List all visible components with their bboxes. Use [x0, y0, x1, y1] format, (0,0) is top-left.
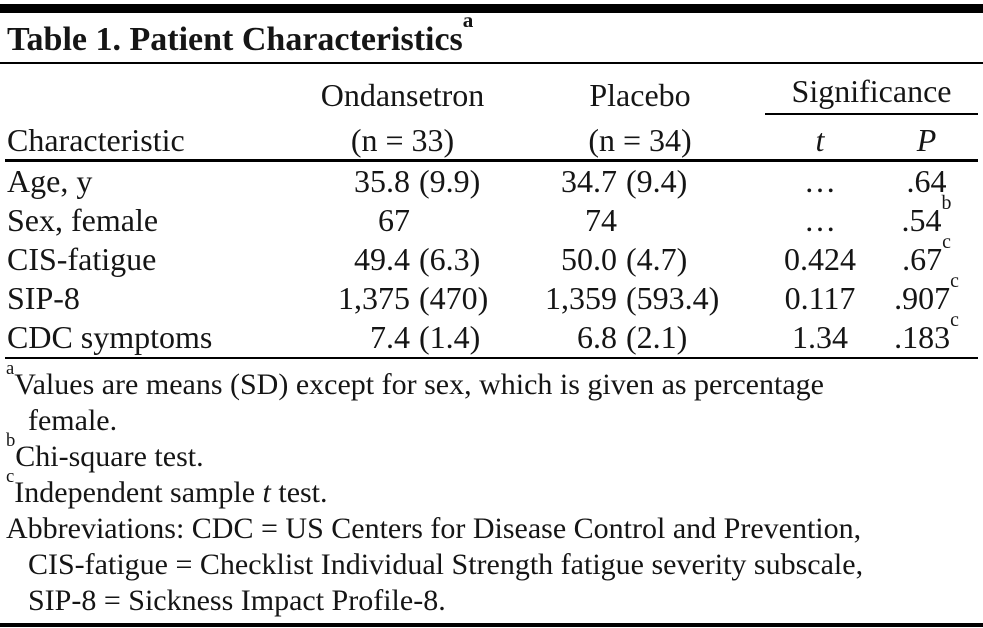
- t-value: …: [804, 202, 836, 238]
- table-row: Age, y 35.8 (9.9) 34.7 (9.4) … .64: [5, 161, 978, 202]
- footnote-abbreviations: Abbreviations: CDC = US Centers for Dise…: [6, 511, 977, 619]
- footnote-a: aValues are means (SD) except for sex, w…: [6, 359, 977, 439]
- mean-value: 34.7: [561, 163, 617, 199]
- footnote-marker: c: [6, 465, 15, 487]
- p-number: .64: [906, 163, 947, 199]
- mean-value: 35.8: [354, 163, 410, 199]
- footnote-italic-t: t: [262, 476, 271, 509]
- mean-value: 1,375: [338, 280, 410, 316]
- p-number: .907: [894, 280, 951, 316]
- ondansetron-value: 49.4 (6.3): [290, 240, 515, 279]
- column-header-significance: Significance: [765, 64, 978, 115]
- footnote-a-line2: female.: [6, 403, 977, 439]
- table-title-block: Table 1. Patient Characteristicsa: [0, 10, 983, 62]
- t-value: 1.34: [765, 318, 875, 359]
- mean-value: 6.8: [577, 319, 617, 355]
- column-header-ondansetron: Ondansetron: [320, 77, 485, 113]
- placebo-value: 1,359 (593.4): [515, 279, 765, 318]
- placebo-value: 6.8 (2.1): [515, 318, 765, 359]
- abbreviations-line2: CIS-fatigue = Checklist Individual Stren…: [28, 548, 864, 581]
- p-value: .54b: [875, 194, 978, 240]
- mean-value: 1,359: [545, 280, 617, 316]
- placebo-value: 74: [515, 201, 765, 240]
- column-header-p: P: [875, 114, 978, 162]
- characteristic-cell: Age, y: [7, 163, 93, 199]
- p-value: .64: [875, 161, 978, 202]
- mean-value: 67: [378, 202, 410, 238]
- p-number: .67: [902, 241, 943, 277]
- column-header-ondansetron-n: (n = 33): [290, 114, 515, 162]
- characteristic-cell: CDC symptoms: [5, 318, 290, 359]
- p-value: .67c: [875, 233, 978, 279]
- sd-value: (9.4): [626, 163, 688, 199]
- table-row: CIS-fatigue 49.4 (6.3) 50.0 (4.7) 0.424 .6…: [5, 233, 978, 279]
- footnote-text: Independent sample: [14, 476, 263, 509]
- sd-value: (2.1): [626, 319, 688, 355]
- footnote-text: Chi-square test.: [15, 440, 204, 473]
- t-value: 0.117: [784, 280, 856, 316]
- sd-value: (9.9): [419, 163, 481, 199]
- patient-characteristics-table: Ondansetron Placebo Significance Charact…: [5, 64, 978, 359]
- table-body: Age, y 35.8 (9.9) 34.7 (9.4) … .64 Sex, fe…: [5, 161, 978, 359]
- p-number: .183: [894, 319, 951, 355]
- title-rule: [0, 62, 983, 64]
- table-title: Table 1. Patient Characteristicsa: [7, 10, 473, 59]
- ondansetron-value: 7.4 (1.4): [290, 318, 515, 359]
- placebo-value: 50.0 (4.7): [515, 240, 765, 279]
- footnote-text: Values are means (SD) except for sex, wh…: [14, 368, 824, 401]
- mean-value: 7.4: [370, 319, 410, 355]
- footnote-b: bChi-square test.: [6, 431, 977, 475]
- ondansetron-value: 67: [290, 201, 515, 240]
- column-header-characteristic: Characteristic: [5, 114, 290, 162]
- mean-value: 49.4: [354, 241, 410, 277]
- sd-value: (6.3): [419, 241, 481, 277]
- abbreviations-line3: SIP-8 = Sickness Impact Profile-8.: [28, 584, 446, 617]
- table-header: Ondansetron Placebo Significance Charact…: [5, 64, 978, 162]
- ondansetron-value: 1,375 (470): [290, 279, 515, 318]
- characteristic-cell: SIP-8: [7, 280, 80, 316]
- table-row: Sex, female 67 74 … .54b: [5, 194, 978, 240]
- top-rule: [0, 4, 983, 13]
- characteristic-cell: Sex, female: [7, 202, 159, 238]
- footnotes: aValues are means (SD) except for sex, w…: [0, 359, 983, 619]
- sd-value: (1.4): [419, 319, 481, 355]
- sd-value: (470): [419, 280, 489, 316]
- mean-value: 74: [585, 202, 617, 238]
- sd-value: (4.7): [626, 241, 688, 277]
- sd-value: (593.4): [626, 280, 720, 316]
- table-title-text: Table 1. Patient Characteristics: [7, 21, 463, 58]
- abbreviations-line1: Abbreviations: CDC = US Centers for Dise…: [6, 512, 862, 545]
- t-value: 0.424: [784, 241, 856, 277]
- group-header-row: Ondansetron Placebo Significance: [5, 64, 978, 115]
- footnote-marker: b: [6, 429, 16, 451]
- footnote-a-line1: aValues are means (SD) except for sex, w…: [6, 359, 977, 403]
- p-superscript: b: [941, 192, 952, 215]
- ondansetron-value: 35.8 (9.9): [290, 161, 515, 202]
- placebo-value: 34.7 (9.4): [515, 161, 765, 202]
- column-header-placebo: Placebo: [589, 77, 691, 113]
- table-row: SIP-8 1,375 (470) 1,359 (593.4) 0.117 .907…: [5, 272, 978, 318]
- p-value: .907c: [875, 272, 978, 318]
- footnote-marker: a: [6, 357, 15, 379]
- empty-header-cell: [5, 64, 290, 114]
- footnote-text: test.: [270, 476, 328, 509]
- p-superscript: c: [950, 309, 959, 332]
- subheader-row: Characteristic (n = 33) (n = 34) t P: [5, 114, 978, 162]
- footnote-c: cIndependent sample t test.: [6, 467, 977, 511]
- p-number: .54: [901, 202, 942, 238]
- characteristic-cell: CIS-fatigue: [7, 241, 157, 277]
- column-header-t: t: [765, 114, 875, 162]
- p-superscript: c: [950, 270, 959, 293]
- footnote-text: female.: [28, 404, 118, 437]
- column-header-placebo-n: (n = 34): [515, 114, 765, 162]
- table-title-superscript: a: [462, 8, 474, 33]
- mean-value: 50.0: [561, 241, 617, 277]
- table-row: CDC symptoms 7.4 (1.4) 6.8 (2.1) 1.34 .183…: [5, 311, 978, 359]
- bottom-rule: [0, 623, 983, 627]
- p-value: .183c: [875, 311, 978, 359]
- t-value: …: [804, 163, 836, 199]
- p-superscript: c: [942, 231, 951, 254]
